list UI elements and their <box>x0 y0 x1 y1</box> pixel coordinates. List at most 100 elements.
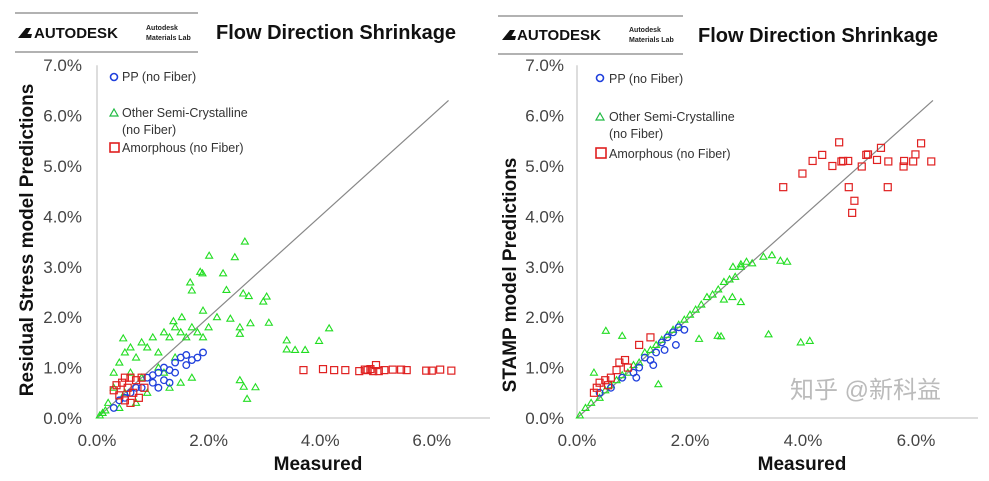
pp-point <box>171 358 180 367</box>
y-tick-label: 6.0% <box>43 107 82 126</box>
semi-crystalline-point <box>719 294 729 303</box>
semi-crystalline-point <box>238 288 248 297</box>
semi-crystalline-point <box>168 316 178 325</box>
legend-circle-marker <box>109 72 119 82</box>
amorphous-point <box>131 376 141 385</box>
semi-crystalline-point <box>575 410 585 419</box>
semi-crystalline-point <box>747 258 757 267</box>
materials-lab-logo-line1: Autodesk <box>629 27 661 34</box>
amorphous-point <box>115 391 124 400</box>
amorphous-point <box>623 363 632 372</box>
semi-crystalline-point <box>581 403 590 411</box>
amorphous-point <box>635 340 644 350</box>
pp-point <box>652 348 661 357</box>
panel-stamp: AUTODESK Autodesk Materials Lab Flow Dir… <box>498 15 978 475</box>
semi-crystalline-point <box>165 332 174 341</box>
semi-crystalline-point <box>767 250 777 259</box>
materials-lab-logo-line1: Autodesk <box>146 25 178 32</box>
semi-crystalline-point <box>651 340 661 348</box>
autodesk-logo: AUTODESK <box>34 25 118 42</box>
semi-crystalline-point <box>728 262 738 270</box>
amorphous-point <box>615 358 624 367</box>
semi-crystalline-point <box>595 393 605 401</box>
y-tick-label: 1.0% <box>525 359 564 378</box>
semi-crystalline-point <box>198 268 207 277</box>
amorphous-point <box>844 183 853 192</box>
semi-crystalline-point <box>258 296 268 305</box>
materials-lab-logo-line2: Materials Lab <box>629 37 674 44</box>
chart-title: Flow Direction Shrinkage <box>216 22 456 44</box>
semi-crystalline-point <box>230 252 240 261</box>
amorphous-point <box>916 139 926 148</box>
semi-crystalline-point <box>239 382 249 390</box>
pp-point <box>126 388 135 397</box>
semi-crystalline-point <box>198 306 208 314</box>
semi-crystalline-point <box>589 368 599 376</box>
x-axis-label: Measured <box>758 454 847 475</box>
x-tick-label: 2.0% <box>671 431 710 450</box>
semi-crystalline-point <box>314 336 324 344</box>
semi-crystalline-point <box>300 345 310 354</box>
pp-point <box>663 333 672 342</box>
semi-crystalline-point <box>244 291 254 300</box>
pp-point <box>171 368 180 377</box>
amorphous-point <box>123 383 132 392</box>
amorphous-point <box>388 365 397 374</box>
semi-crystalline-point <box>198 332 208 341</box>
semi-crystalline-point <box>324 323 334 332</box>
semi-crystalline-point <box>290 345 300 354</box>
semi-crystalline-point <box>240 237 250 245</box>
plot-area: 0.0% 1.0% 2.0% 3.0% 4.0% 5.0% 6.0% 7.0% 0.0% 2.0%… <box>43 56 490 450</box>
x-axis-label: Measured <box>274 454 363 475</box>
semi-crystalline-point <box>100 405 110 414</box>
y-tick-label: 7.0% <box>43 56 82 75</box>
y-tick-label: 5.0% <box>525 157 564 176</box>
y-tick-label: 6.0% <box>525 107 564 126</box>
x-tick-label: 4.0% <box>784 431 823 450</box>
semi-crystalline-point <box>716 331 726 340</box>
semi-crystalline-point <box>126 342 135 351</box>
amorphous-point <box>112 381 121 390</box>
pp-point <box>635 363 644 372</box>
amorphous-point <box>911 150 920 159</box>
amorphous-point <box>927 157 936 166</box>
semi-crystalline-point <box>120 347 130 356</box>
amorphous-point <box>900 156 909 166</box>
pp-point <box>148 378 157 387</box>
semi-crystalline-point <box>282 344 292 353</box>
semi-crystalline-point <box>114 357 124 366</box>
pp-point <box>154 368 163 377</box>
y-axis-label: Residual Stress model Predictions <box>17 84 38 397</box>
semi-crystalline-point <box>702 292 712 301</box>
semi-crystalline-point <box>653 379 663 388</box>
amorphous-point <box>129 388 138 397</box>
x-tick-label: 0.0% <box>78 431 117 450</box>
y-tick-label: 4.0% <box>525 207 564 226</box>
y-tick-label: 2.0% <box>525 308 564 327</box>
semi-crystalline-point <box>165 383 174 391</box>
amorphous-point <box>330 366 339 375</box>
semi-crystalline-point <box>131 352 141 361</box>
semi-crystalline-point <box>142 388 152 396</box>
pp-point <box>165 378 174 387</box>
x-tick-label: 6.0% <box>412 431 451 450</box>
semi-crystalline-point <box>282 335 292 344</box>
pp-point <box>182 351 191 359</box>
amorphous-point <box>120 373 130 382</box>
semi-crystalline-point <box>95 410 105 419</box>
semi-crystalline-point <box>691 305 701 313</box>
semi-crystalline-point <box>262 291 272 300</box>
semi-crystalline-point <box>713 284 723 293</box>
amorphous-point <box>126 373 135 382</box>
autodesk-logo-icon <box>18 28 32 38</box>
legend: PP (no Fiber) Other Semi-Crystalline (no… <box>108 70 248 155</box>
legend-pp: PP (no Fiber) <box>122 70 196 84</box>
amorphous-point <box>380 366 389 375</box>
semi-crystalline-point <box>264 318 274 326</box>
amorphous-point <box>371 360 381 370</box>
autodesk-logo-icon <box>502 30 516 40</box>
amorphous-point <box>828 161 837 171</box>
semi-crystalline-point <box>758 252 768 260</box>
semi-crystalline-point <box>640 347 650 356</box>
semi-crystalline-point <box>187 373 197 381</box>
